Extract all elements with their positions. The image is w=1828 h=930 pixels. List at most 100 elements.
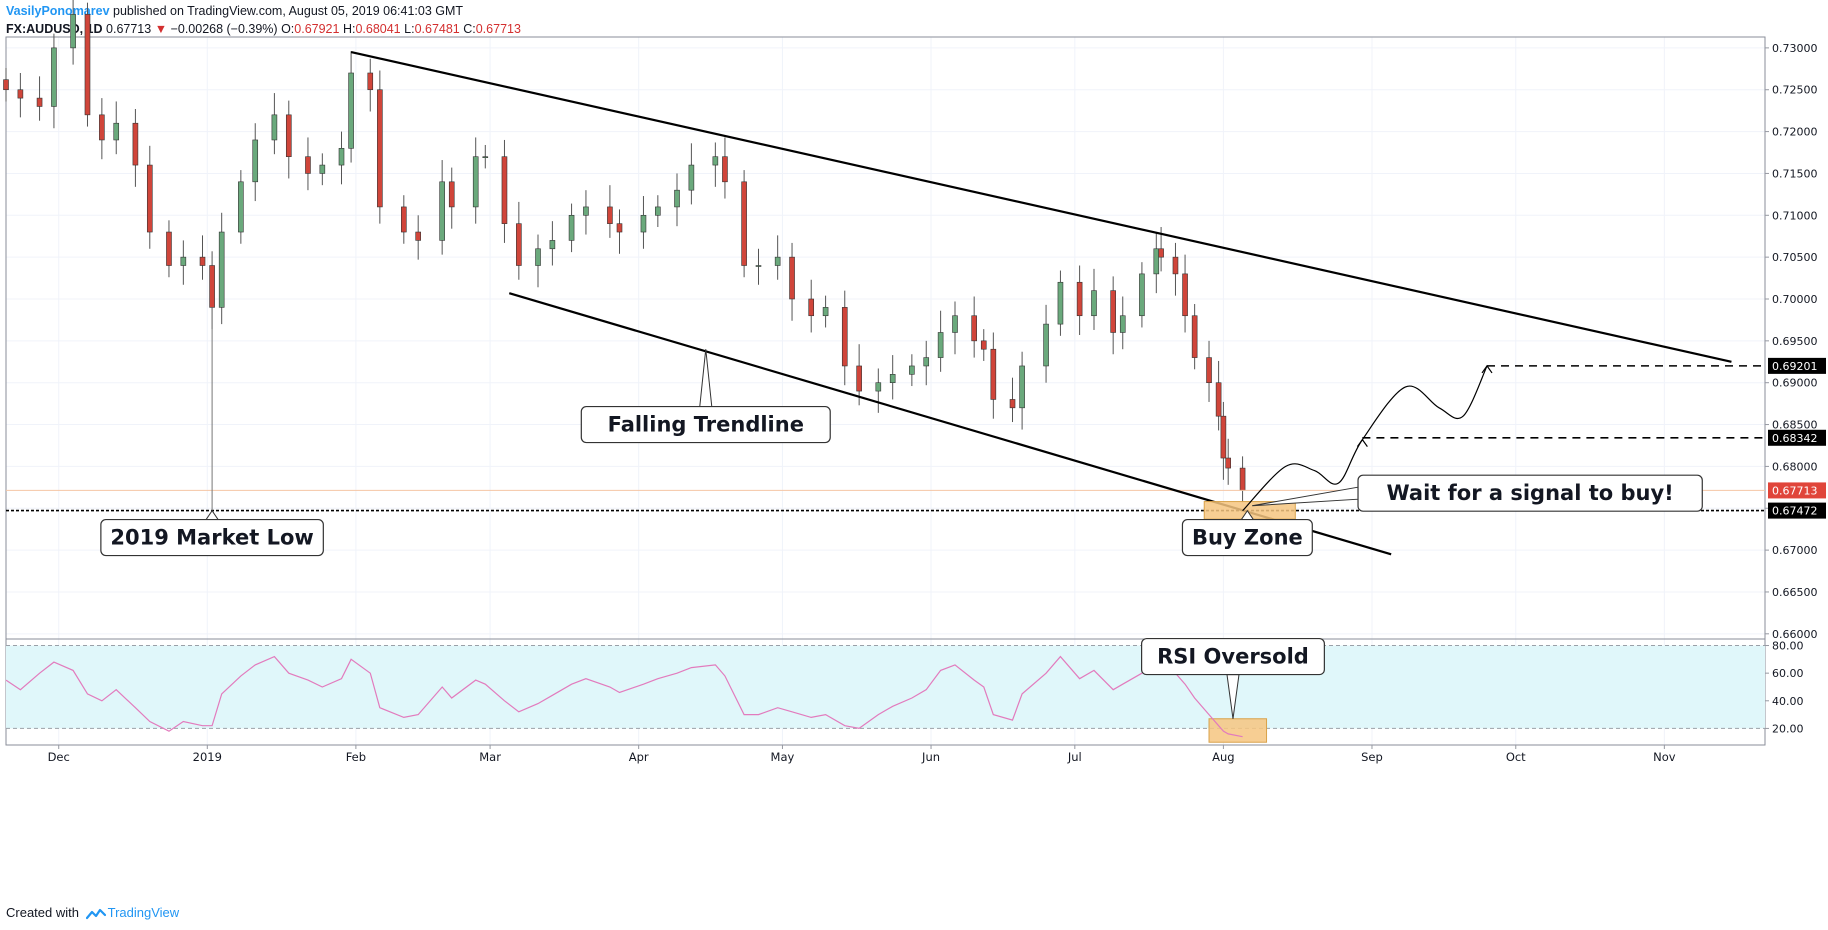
candle[interactable] xyxy=(238,170,244,244)
candle[interactable] xyxy=(319,153,326,186)
candle[interactable] xyxy=(1043,304,1049,383)
candle[interactable] xyxy=(1172,242,1179,296)
candle[interactable] xyxy=(252,123,259,202)
rsi-oversold-box[interactable] xyxy=(1208,718,1268,743)
candle[interactable] xyxy=(774,235,781,280)
candle[interactable] xyxy=(218,212,225,325)
candle[interactable] xyxy=(937,310,944,372)
candle[interactable] xyxy=(501,139,508,243)
candle[interactable] xyxy=(146,145,153,249)
tradingview-link[interactable]: TradingView xyxy=(107,905,180,920)
candle[interactable] xyxy=(889,355,896,400)
candle[interactable] xyxy=(1182,254,1188,333)
x-tick-label: Dec xyxy=(48,750,70,764)
candle[interactable] xyxy=(755,248,762,285)
candle[interactable] xyxy=(338,131,345,185)
candle[interactable] xyxy=(549,221,556,266)
candle[interactable] xyxy=(199,235,206,280)
candle[interactable] xyxy=(99,98,105,160)
candle[interactable] xyxy=(1019,351,1025,430)
candle[interactable] xyxy=(808,279,815,333)
candle[interactable] xyxy=(822,295,829,328)
candle[interactable] xyxy=(1110,276,1116,355)
candle[interactable] xyxy=(166,220,172,278)
falling-trendline-callout[interactable]: Falling Trendline xyxy=(580,349,831,444)
candle[interactable] xyxy=(113,101,120,155)
candle[interactable] xyxy=(17,72,24,118)
candle[interactable] xyxy=(448,167,455,229)
candle[interactable] xyxy=(1119,296,1126,350)
candle-body-up xyxy=(1043,323,1049,367)
candle-body-down xyxy=(741,181,747,266)
candle[interactable] xyxy=(367,58,374,112)
candle[interactable] xyxy=(1225,438,1231,485)
candle[interactable] xyxy=(51,33,57,129)
candle[interactable] xyxy=(923,340,930,386)
candle[interactable] xyxy=(688,143,695,205)
candle[interactable] xyxy=(674,173,680,227)
candle[interactable] xyxy=(1206,340,1212,402)
candle[interactable] xyxy=(472,137,479,224)
symbol-label[interactable]: FX:AUDUSD, 1D xyxy=(6,22,103,36)
candle[interactable] xyxy=(84,2,91,127)
candle[interactable] xyxy=(377,70,383,224)
buy-zone-callout[interactable]: Buy Zone xyxy=(1181,509,1313,557)
candle[interactable] xyxy=(841,290,848,386)
candle[interactable] xyxy=(1220,401,1227,480)
candle[interactable] xyxy=(439,160,445,255)
candle[interactable] xyxy=(1191,304,1198,370)
candle[interactable] xyxy=(712,142,719,187)
candle[interactable] xyxy=(741,170,747,278)
candle[interactable] xyxy=(971,296,977,358)
candle[interactable] xyxy=(583,190,589,235)
candle[interactable] xyxy=(401,195,407,244)
rsi-pane[interactable] xyxy=(5,645,1765,743)
callouts[interactable]: Falling Trendline 2019 Market Low Buy Zone… xyxy=(100,307,1703,719)
candle[interactable] xyxy=(875,368,882,413)
candle[interactable] xyxy=(271,93,278,155)
candle[interactable] xyxy=(348,51,354,163)
candle[interactable] xyxy=(516,201,522,280)
candle[interactable] xyxy=(3,67,9,102)
candle[interactable] xyxy=(607,185,613,238)
candle[interactable] xyxy=(1076,265,1083,335)
candle[interactable] xyxy=(1239,456,1246,503)
wait-signal-callout[interactable]: Wait for a signal to buy! xyxy=(1252,474,1703,512)
candle[interactable] xyxy=(132,108,139,187)
candle[interactable] xyxy=(1215,360,1222,431)
last-price-badge-bg xyxy=(1768,482,1826,499)
market-low-callout[interactable]: 2019 Market Low xyxy=(100,509,324,557)
trendline[interactable] xyxy=(350,50,1732,363)
candlestick-series[interactable] xyxy=(3,0,1246,503)
candle[interactable] xyxy=(482,144,489,169)
candle[interactable] xyxy=(1057,270,1064,336)
candle-body-down xyxy=(1225,457,1231,469)
candle[interactable] xyxy=(1091,268,1097,330)
candle[interactable] xyxy=(285,100,292,179)
candle[interactable] xyxy=(722,137,728,199)
candle[interactable] xyxy=(70,0,76,65)
candle-body-up xyxy=(535,248,541,266)
candle[interactable] xyxy=(909,354,915,387)
candle[interactable] xyxy=(616,209,623,254)
candle[interactable] xyxy=(1139,262,1145,328)
candle[interactable] xyxy=(655,195,661,228)
candle[interactable] xyxy=(640,196,647,249)
candle[interactable] xyxy=(990,332,997,419)
author-link[interactable]: VasilyPonomarev xyxy=(6,4,110,18)
rsi-line[interactable] xyxy=(5,655,1243,738)
candle[interactable] xyxy=(1009,377,1016,423)
candle[interactable] xyxy=(980,329,987,361)
candle[interactable] xyxy=(415,215,421,260)
candle[interactable] xyxy=(36,76,43,121)
candle[interactable] xyxy=(1153,232,1160,294)
price-chart[interactable]: Dec 2019 Feb Mar Apr May Jun Jul Aug Sep Oct Nov 0.7… xyxy=(0,0,1828,900)
candle[interactable] xyxy=(568,203,575,253)
candle[interactable] xyxy=(305,137,311,191)
candle[interactable] xyxy=(789,242,795,321)
candle[interactable] xyxy=(180,240,187,285)
candle[interactable] xyxy=(856,344,862,406)
candle[interactable] xyxy=(952,301,958,355)
candle[interactable] xyxy=(535,234,541,288)
rsi-oversold-callout[interactable]: RSI Oversold xyxy=(1141,637,1325,719)
